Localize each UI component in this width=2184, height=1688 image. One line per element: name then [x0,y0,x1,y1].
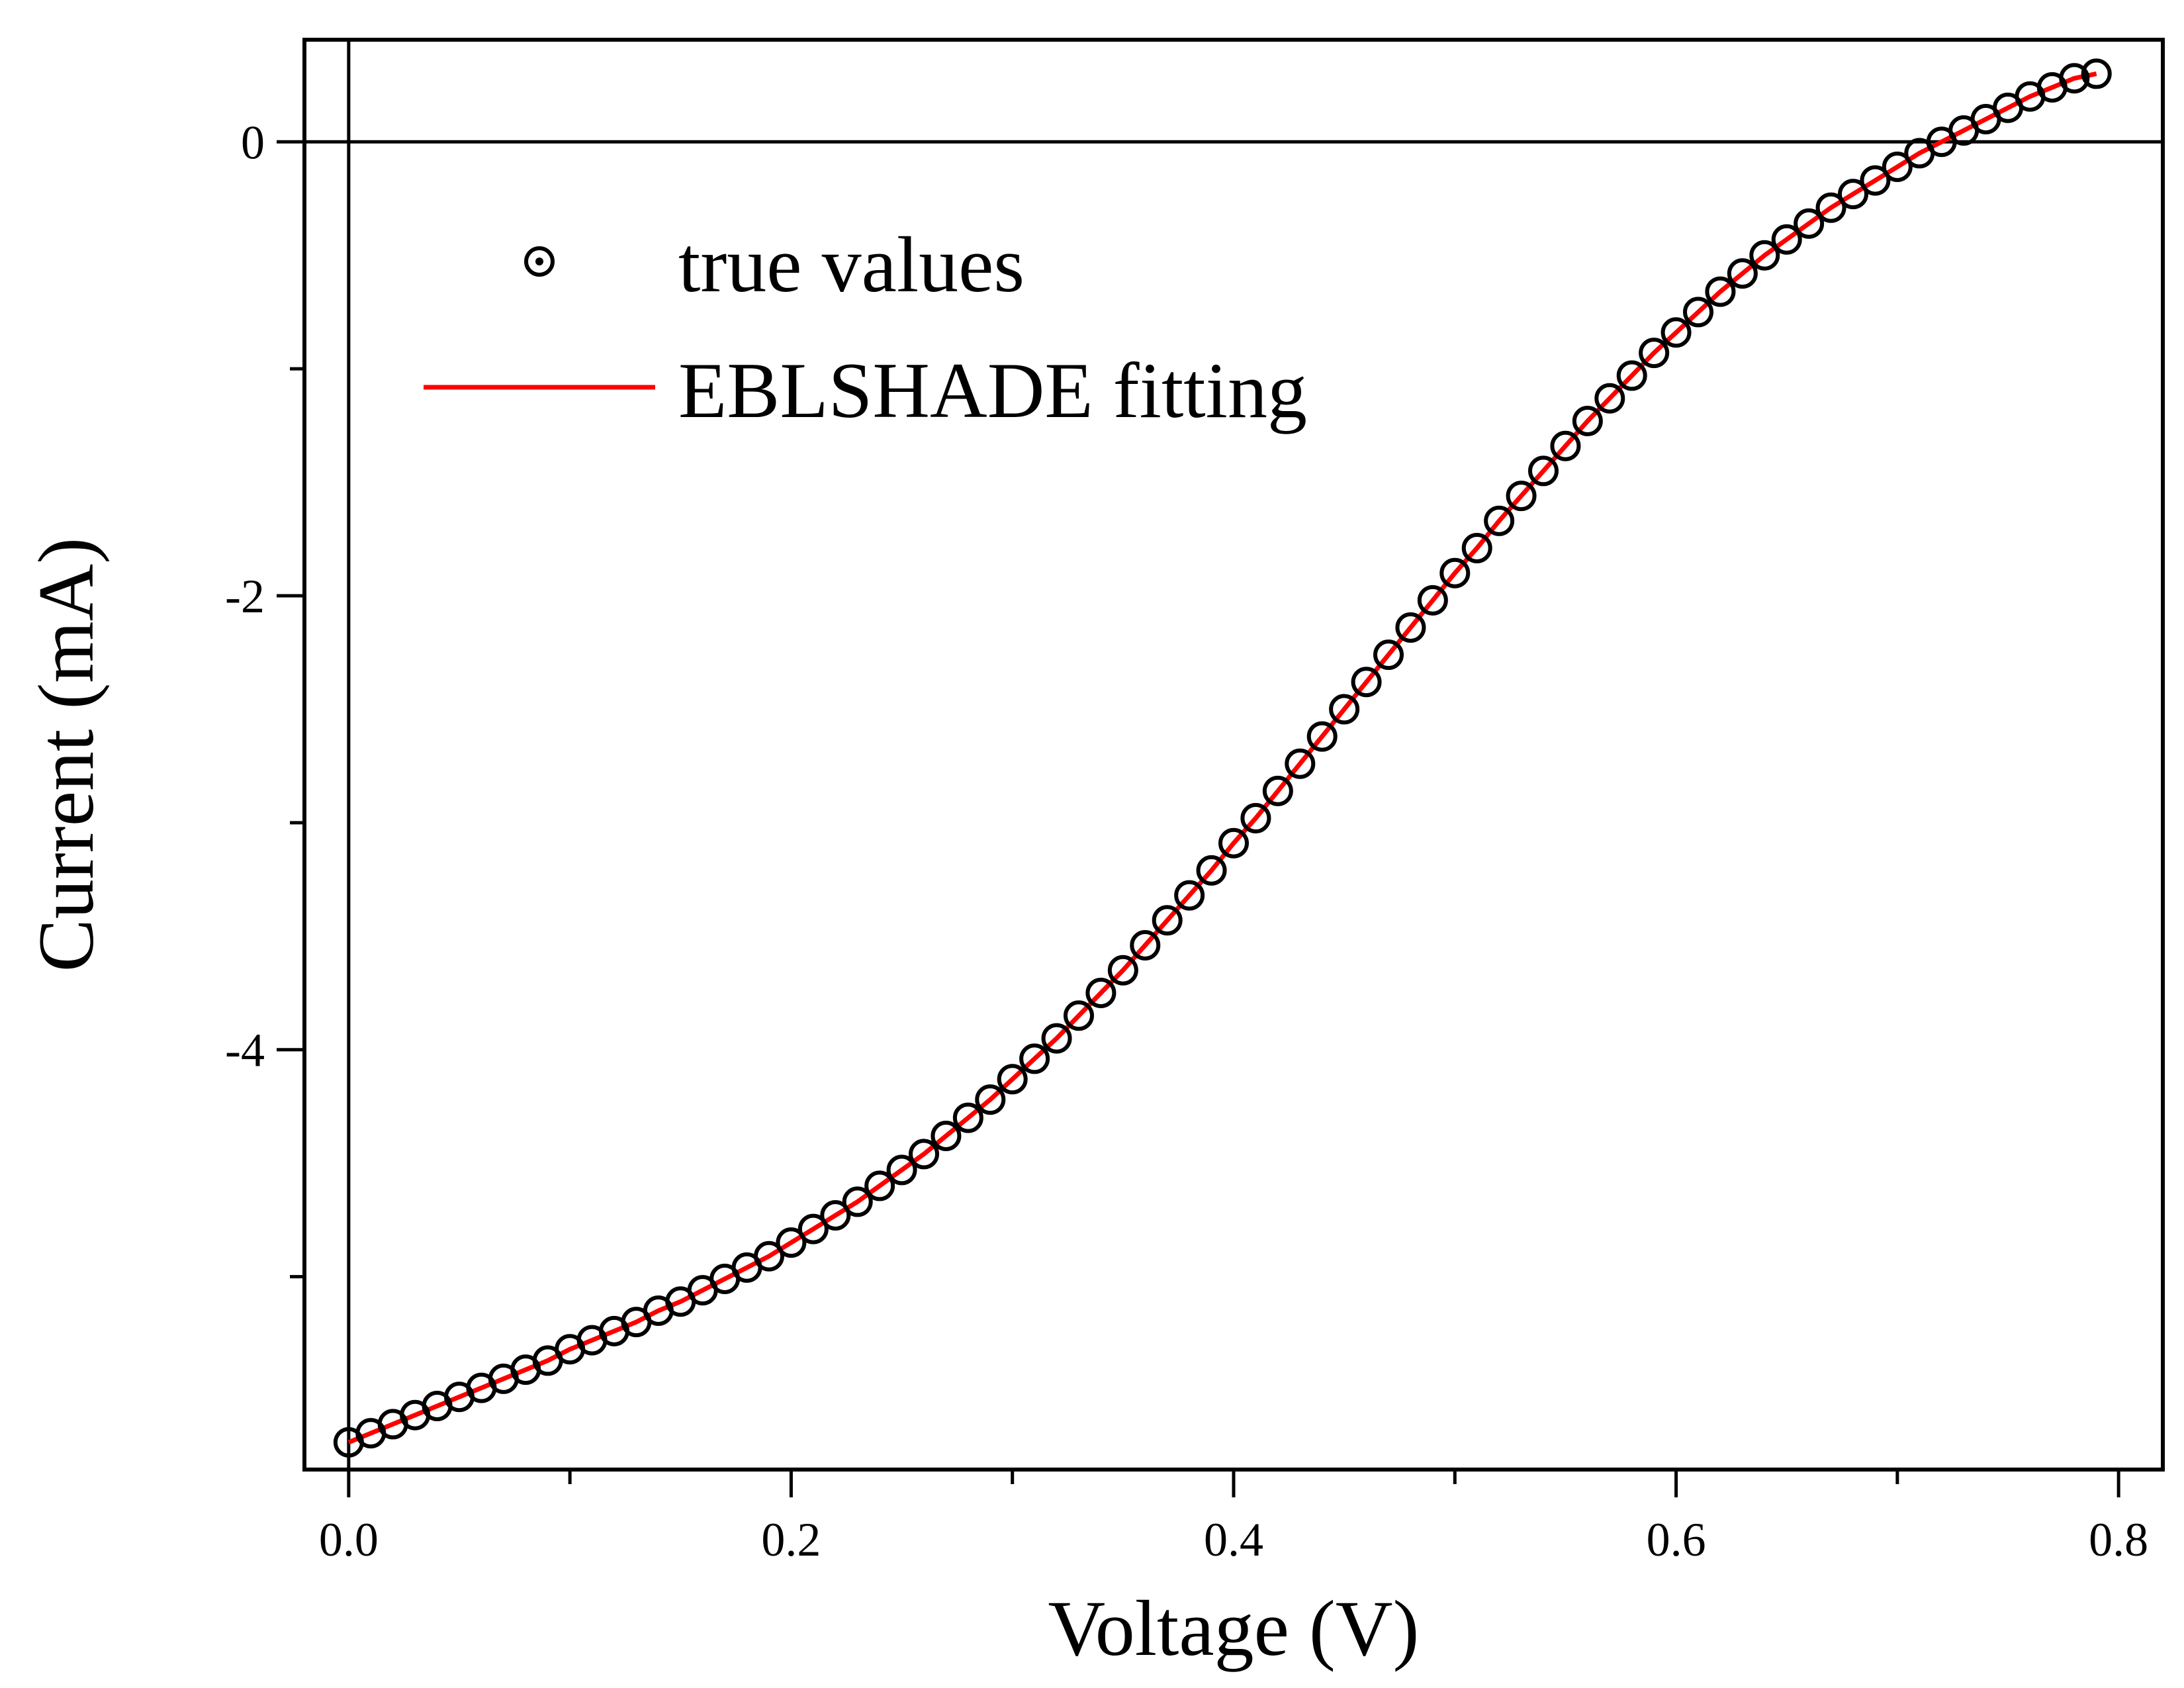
plot-frame [302,38,2165,1472]
data-point [997,1064,1028,1095]
data-point [1439,557,1471,588]
data-point [1528,455,1559,487]
data-point [1417,585,1448,616]
data-point [1794,208,1825,239]
data-point [797,1213,829,1244]
data-point [1262,775,1293,806]
data-point [1351,667,1382,698]
fit-curve [347,71,2097,1445]
data-point [909,1139,939,1170]
data-point [1152,905,1183,936]
data-point [1838,179,1868,210]
x-axis-ticks: 0.0 0.2 0.4 0.6 0.8 [319,1470,2148,1566]
data-point [1683,297,1713,328]
y-tick-label: -4 [225,1024,265,1077]
x-tick-label: 0.2 [761,1513,821,1566]
data-point [886,1154,917,1186]
data-point [1594,383,1625,414]
data-point [864,1170,895,1201]
data-point [1550,430,1581,461]
data-point [776,1227,807,1258]
data-point [1484,505,1515,536]
x-tick-label: 0.6 [1647,1513,1706,1566]
data-point [1373,639,1404,671]
data-point [1085,978,1116,1008]
legend: true values EBLSHADE fitting [424,220,1307,434]
data-point [1882,152,1913,182]
data-point [1395,612,1426,643]
data-point [2081,58,2112,89]
data-point [1749,240,1780,271]
data-point [1019,1043,1050,1074]
legend-label-fitting: EBLSHADE fitting [678,346,1307,434]
data-point [975,1084,1006,1115]
data-point [1329,694,1360,725]
x-tick-label: 0.8 [2089,1513,2148,1566]
data-point [1107,955,1138,986]
minor-ticks [290,367,1899,1484]
data-point [931,1121,962,1151]
data-point [1860,165,1891,196]
data-point [1506,481,1537,512]
data-point [842,1186,873,1217]
data-point [820,1200,851,1231]
data-point [1285,748,1316,779]
data-point [1705,276,1736,307]
x-tick-label: 0.0 [319,1513,379,1566]
data-point [1639,338,1670,369]
data-point [1727,258,1758,289]
legend-label-true-values: true values [678,220,1024,308]
y-axis-ticks: 0 -2 -4 [225,116,304,1077]
fit-curve-layer [347,71,2097,1445]
data-markers [333,58,2112,1458]
legend-marker-true-values [524,246,555,277]
x-tick-label: 0.4 [1204,1513,1263,1566]
y-axis-title: Current (mA) [22,538,110,972]
data-point [1306,721,1338,752]
y-tick-label: -2 [225,570,265,623]
data-point [754,1241,784,1272]
legend-marker-dot [535,258,543,265]
data-point [1661,317,1692,348]
data-point [1815,192,1846,223]
data-point [1461,533,1492,563]
data-point [1572,406,1603,436]
data-point [1218,827,1249,859]
data-point [1771,224,1802,255]
data-point [2059,63,2090,94]
data-point [1240,803,1271,833]
y-tick-label: 0 [241,116,265,169]
data-point [1041,1023,1072,1054]
data-point [1130,930,1161,961]
x-axis-title: Voltage (V) [1048,1584,1420,1672]
data-point [1616,360,1647,391]
data-point [1174,880,1205,911]
data-point [1196,855,1227,886]
zero-reference-lines [304,40,2163,1470]
data-point [952,1102,983,1133]
data-point [1064,1000,1094,1031]
